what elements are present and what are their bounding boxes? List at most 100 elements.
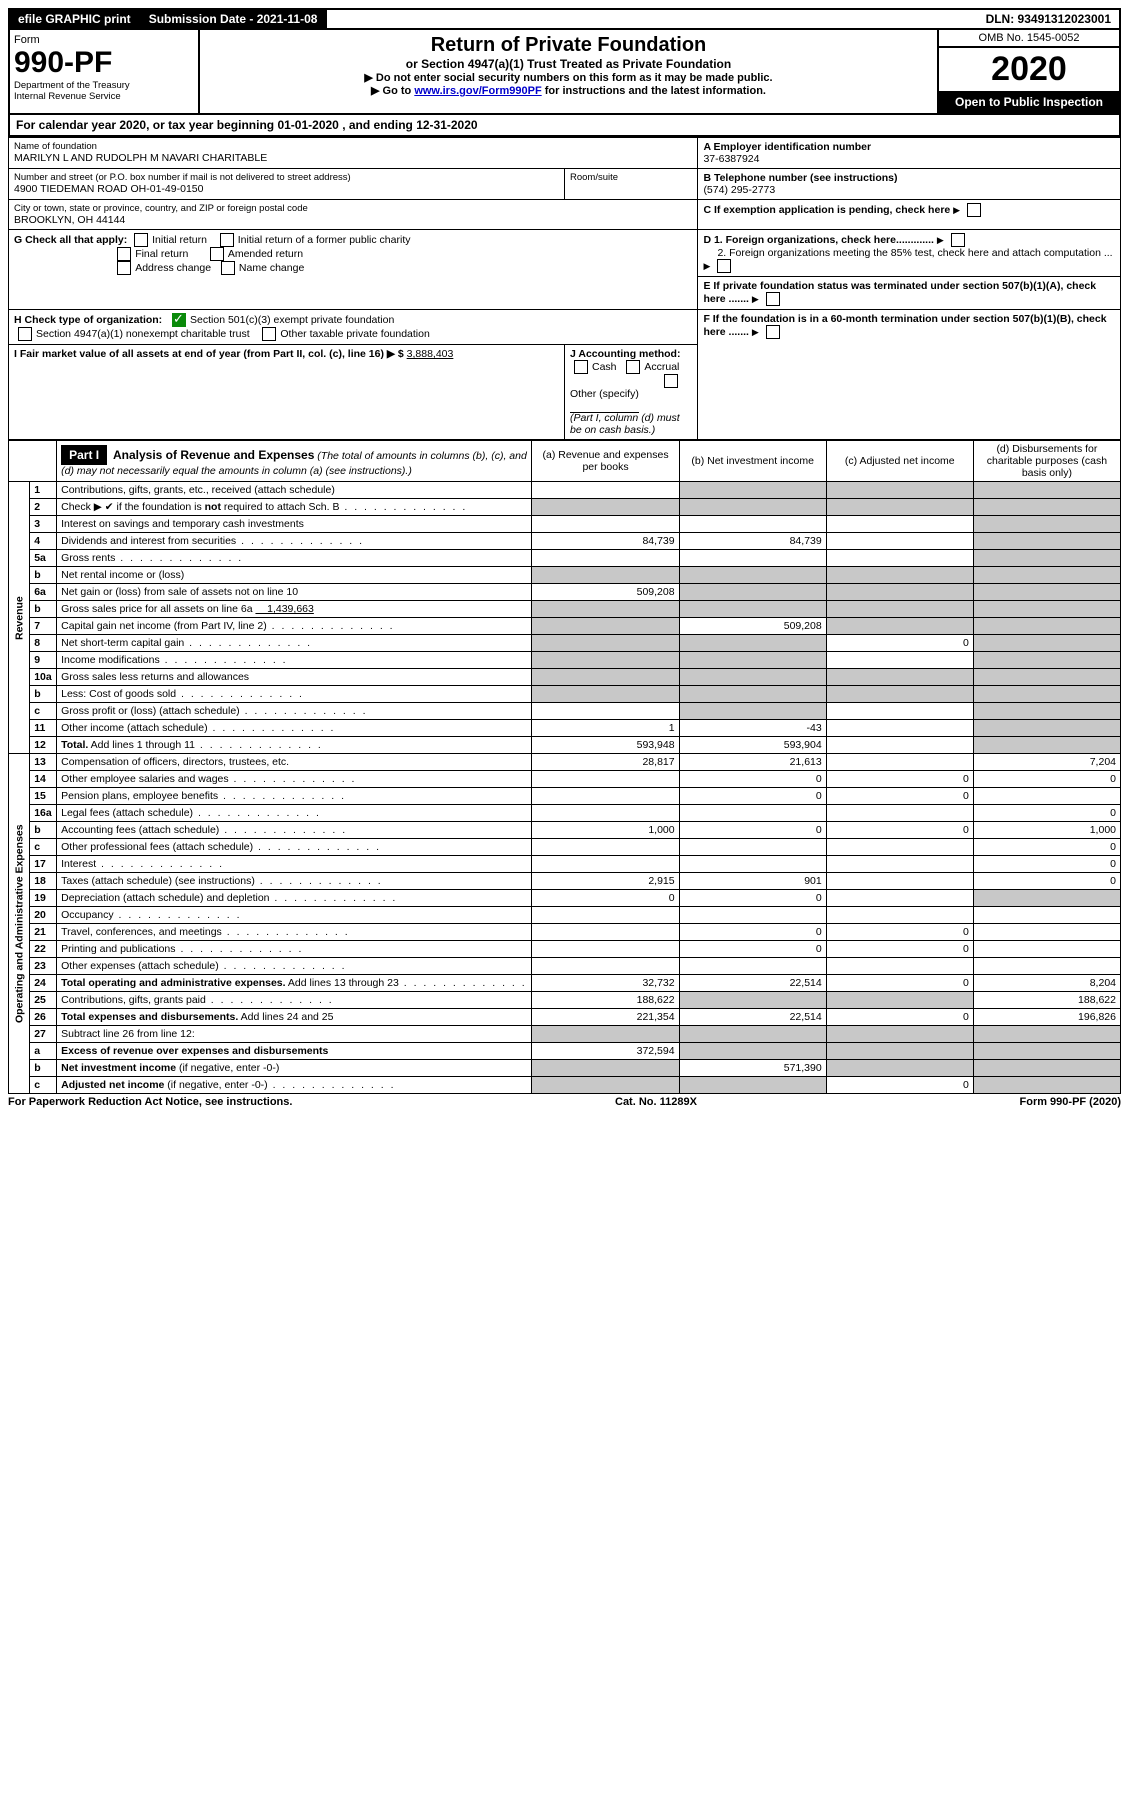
table-row: 27Subtract line 26 from line 12: xyxy=(9,1026,1121,1043)
year-begin: 01-01-2020 xyxy=(277,118,338,132)
checkbox-accrual[interactable] xyxy=(626,360,640,374)
checkbox-e[interactable] xyxy=(766,292,780,306)
row-description: Dividends and interest from securities xyxy=(57,533,532,550)
row-description: Net short-term capital gain xyxy=(57,635,532,652)
row-number: 25 xyxy=(30,992,57,1009)
row-number: 5a xyxy=(30,550,57,567)
checkbox-initial-former[interactable] xyxy=(220,233,234,247)
cell-value xyxy=(826,652,973,669)
table-row: 18Taxes (attach schedule) (see instructi… xyxy=(9,873,1121,890)
checkbox-final[interactable] xyxy=(117,247,131,261)
cell-value xyxy=(532,941,679,958)
checkbox-initial[interactable] xyxy=(134,233,148,247)
table-row: 9Income modifications xyxy=(9,652,1121,669)
cell-value: 509,208 xyxy=(532,584,679,601)
cell-value xyxy=(532,618,679,635)
cell-value: 0 xyxy=(679,771,826,788)
cell-value: 32,732 xyxy=(532,975,679,992)
checkbox-d2[interactable] xyxy=(717,259,731,273)
cell-value xyxy=(679,669,826,686)
checkbox-f[interactable] xyxy=(766,325,780,339)
cell-value xyxy=(532,482,679,499)
row-number: 12 xyxy=(30,737,57,754)
row-number: c xyxy=(30,839,57,856)
cell-value: 0 xyxy=(826,1009,973,1026)
cell-value: 0 xyxy=(826,788,973,805)
j-label: J Accounting method: xyxy=(570,348,680,360)
irs: Internal Revenue Service xyxy=(14,91,194,102)
row-description: Net gain or (loss) from sale of assets n… xyxy=(57,584,532,601)
checkbox-501c3[interactable] xyxy=(172,313,186,327)
cell-value: 0 xyxy=(826,1077,973,1094)
cell-value: 22,514 xyxy=(679,975,826,992)
row-number: 10a xyxy=(30,669,57,686)
dln: DLN: 93491312023001 xyxy=(978,10,1119,28)
cell-value: 0 xyxy=(679,924,826,941)
cell-value: 196,826 xyxy=(973,1009,1120,1026)
cell-value xyxy=(532,958,679,975)
calendar-year-row: For calendar year 2020, or tax year begi… xyxy=(8,115,1121,137)
topbar: efile GRAPHIC print Submission Date - 20… xyxy=(8,8,1121,30)
checkbox-other-method[interactable] xyxy=(664,374,678,388)
cell-value xyxy=(679,635,826,652)
cell-value xyxy=(826,754,973,771)
phone-value: (574) 295-2773 xyxy=(703,184,1115,196)
checkbox-name[interactable] xyxy=(221,261,235,275)
e-label: E If private foundation status was termi… xyxy=(703,280,1096,305)
cell-value xyxy=(679,1026,826,1043)
row-description: Occupancy xyxy=(57,907,532,924)
checkbox-other-taxable[interactable] xyxy=(262,327,276,341)
cell-value: 0 xyxy=(826,635,973,652)
cell-value xyxy=(826,992,973,1009)
cell-value xyxy=(973,720,1120,737)
cell-value xyxy=(532,550,679,567)
row-description: Excess of revenue over expenses and disb… xyxy=(57,1043,532,1060)
cell-value xyxy=(973,1060,1120,1077)
row-number: 17 xyxy=(30,856,57,873)
cell-value xyxy=(679,516,826,533)
cell-value xyxy=(532,669,679,686)
row-number: 19 xyxy=(30,890,57,907)
checkbox-d1[interactable] xyxy=(951,233,965,247)
cell-value xyxy=(973,737,1120,754)
form-title: Return of Private Foundation xyxy=(204,34,933,57)
checkbox-amended[interactable] xyxy=(210,247,224,261)
row-number: a xyxy=(30,1043,57,1060)
instructions-link[interactable]: www.irs.gov/Form990PF xyxy=(414,85,541,97)
checkbox-cash[interactable] xyxy=(574,360,588,374)
cell-value xyxy=(973,482,1120,499)
c-label: C If exemption application is pending, c… xyxy=(703,204,950,216)
table-row: bLess: Cost of goods sold xyxy=(9,686,1121,703)
row-number: 20 xyxy=(30,907,57,924)
checkbox-4947[interactable] xyxy=(18,327,32,341)
cell-value: 0 xyxy=(973,839,1120,856)
cell-value: 593,904 xyxy=(679,737,826,754)
cell-value: 0 xyxy=(973,805,1120,822)
row-number: 8 xyxy=(30,635,57,652)
cell-value: 0 xyxy=(679,941,826,958)
form-header: Form 990-PF Department of the Treasury I… xyxy=(8,30,1121,115)
table-row: cGross profit or (loss) (attach schedule… xyxy=(9,703,1121,720)
cell-value xyxy=(973,958,1120,975)
col-c-header: (c) Adjusted net income xyxy=(826,441,973,482)
table-row: 6aNet gain or (loss) from sale of assets… xyxy=(9,584,1121,601)
cell-value xyxy=(679,839,826,856)
cell-value xyxy=(973,550,1120,567)
col-a-header: (a) Revenue and expenses per books xyxy=(532,441,679,482)
cell-value xyxy=(532,856,679,873)
part1-table: Part I Analysis of Revenue and Expenses … xyxy=(8,440,1121,1094)
table-row: Operating and Administrative Expenses13C… xyxy=(9,754,1121,771)
cell-value xyxy=(679,482,826,499)
cell-value xyxy=(973,499,1120,516)
instr-2: ▶ Go to www.irs.gov/Form990PF for instru… xyxy=(204,84,933,97)
row-description: Other employee salaries and wages xyxy=(57,771,532,788)
checkbox-address[interactable] xyxy=(117,261,131,275)
cell-value xyxy=(679,652,826,669)
row-number: c xyxy=(30,703,57,720)
expenses-side-label: Operating and Administrative Expenses xyxy=(9,754,30,1094)
checkbox-c[interactable] xyxy=(967,203,981,217)
cell-value: 372,594 xyxy=(532,1043,679,1060)
cell-value xyxy=(532,788,679,805)
row-description: Capital gain net income (from Part IV, l… xyxy=(57,618,532,635)
cell-value xyxy=(679,958,826,975)
